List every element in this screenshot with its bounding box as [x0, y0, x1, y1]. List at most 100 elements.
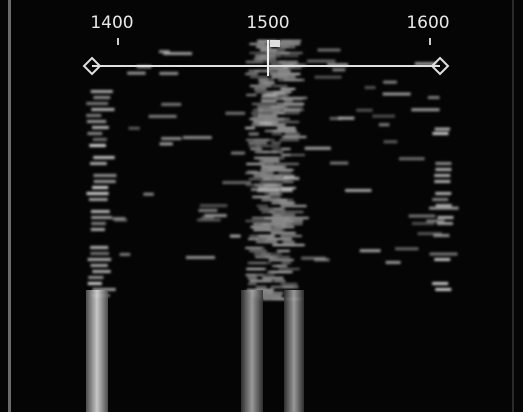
trace [383, 81, 397, 84]
trace [92, 126, 109, 129]
trace [281, 106, 302, 108]
trace [275, 163, 299, 165]
trace [278, 79, 300, 81]
trace [231, 152, 245, 155]
trace [265, 193, 283, 195]
trace [409, 215, 436, 218]
trace [384, 140, 398, 143]
trace [266, 52, 289, 54]
trace [435, 192, 451, 195]
trace [259, 157, 284, 159]
trace [383, 93, 411, 96]
trace [87, 132, 102, 135]
trace [91, 210, 110, 213]
trace [272, 202, 295, 204]
trace [262, 277, 283, 279]
trace [261, 100, 276, 102]
trace [252, 103, 276, 105]
trace [271, 142, 280, 144]
trace [245, 73, 258, 75]
frequency-label: 1600 [406, 13, 449, 33]
trace [330, 162, 348, 165]
trace [91, 228, 105, 231]
trace [248, 277, 258, 279]
trace [273, 208, 285, 210]
trace [277, 43, 301, 45]
trace [230, 235, 241, 238]
trace [245, 220, 270, 222]
trace [279, 139, 299, 141]
trace [160, 142, 173, 145]
trace [434, 180, 450, 183]
trace [253, 274, 274, 276]
trace [264, 163, 275, 165]
trace [284, 220, 303, 222]
trace [262, 199, 286, 201]
trace [435, 168, 451, 171]
trace [260, 181, 275, 183]
trace [317, 49, 340, 52]
trace [250, 226, 270, 228]
trace [254, 58, 276, 60]
trace [428, 96, 440, 99]
trace [280, 88, 294, 90]
frame-edge [8, 0, 11, 412]
trace [127, 72, 145, 75]
trace [338, 117, 354, 120]
trace [250, 85, 272, 87]
trace [249, 52, 268, 54]
signal-column [284, 290, 304, 412]
trace [91, 216, 112, 219]
trace [386, 261, 401, 264]
trace [198, 209, 217, 212]
trace [94, 180, 116, 183]
trace [222, 181, 251, 184]
trace [258, 109, 281, 111]
trace [275, 98, 303, 101]
trace [271, 73, 291, 75]
trace [200, 204, 228, 207]
trace [261, 121, 278, 123]
trace [93, 156, 114, 159]
trace [274, 280, 285, 282]
trace [87, 120, 106, 123]
trace [263, 160, 280, 162]
trace [249, 43, 265, 45]
trace [277, 127, 296, 129]
trace [275, 226, 284, 228]
trace [143, 193, 153, 196]
trace [264, 241, 276, 243]
trace [282, 154, 304, 156]
trace [271, 118, 290, 120]
trace [259, 123, 271, 126]
trace [250, 118, 269, 120]
trace [261, 82, 271, 84]
trace [183, 136, 212, 139]
trace [283, 286, 298, 288]
trace [247, 262, 271, 264]
trace [435, 288, 451, 291]
trace [248, 283, 256, 285]
signal-column [241, 290, 263, 412]
trace [251, 188, 280, 191]
trace [412, 222, 435, 225]
trace [277, 250, 290, 252]
trace [253, 229, 271, 231]
trace [257, 238, 278, 240]
trace [258, 79, 268, 81]
trace [263, 298, 284, 300]
trace [247, 170, 257, 173]
trace [276, 103, 292, 105]
trace [434, 174, 450, 177]
trace [247, 247, 265, 249]
trace [262, 70, 270, 72]
trace [283, 181, 294, 183]
trace [280, 40, 301, 42]
trace [281, 205, 307, 207]
trace [254, 88, 266, 90]
signal-column [86, 290, 108, 412]
trace [434, 258, 450, 261]
trace [93, 138, 107, 141]
trace [92, 186, 108, 189]
trace [262, 211, 275, 213]
